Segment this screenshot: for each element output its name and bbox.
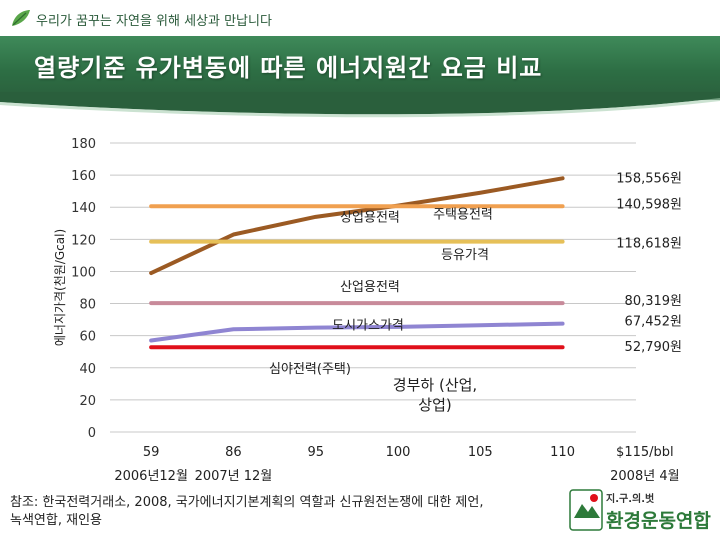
series-name-label: 상업용전력	[340, 211, 400, 226]
y-tick-label: 40	[79, 362, 96, 377]
x-tick-label: 110	[550, 445, 575, 460]
series-name-label: 등유가격	[441, 248, 489, 263]
series-name-label: 산업용전력	[340, 280, 400, 295]
source-line-2: 녹색연합, 재인용	[10, 513, 102, 528]
x-tick-label: $115/bbl	[616, 445, 674, 460]
tagline: 우리가 꿈꾸는 자연을 위해 세상과 만납니다	[36, 14, 272, 29]
source-line-1: 참조: 한국전력거래소, 2008, 국가에너지기본계획의 역할과 신규원전논쟁…	[10, 495, 484, 510]
y-tick-label: 80	[79, 298, 96, 313]
logo-top-text: 지.구.의.벗	[606, 494, 655, 505]
series-end-label: 158,556원	[616, 171, 682, 186]
x-tick-label: 105	[468, 445, 493, 460]
y-tick-label: 180	[71, 137, 96, 152]
title-banner	[0, 36, 720, 100]
org-logo: 지.구.의.벗 환경운동연합	[568, 484, 714, 534]
logo-main-text: 환경운동연합	[606, 510, 711, 532]
y-tick-label: 60	[79, 330, 96, 345]
logo-emblem-icon	[569, 489, 603, 531]
x-tick-label: 100	[386, 445, 411, 460]
y-tick-label: 160	[71, 169, 96, 184]
x-sub-label: 2007년 12월	[195, 469, 273, 484]
series-name-label: 심야전력(주택)	[269, 362, 351, 377]
series-line	[149, 321, 565, 343]
series-name-label: 도시가스가격	[332, 318, 404, 333]
page-title: 열량기준 유가변동에 따른 에너지원간 요금 비교	[34, 54, 543, 82]
x-tick-label: 59	[143, 445, 160, 460]
x-sub-label: 2006년12월	[114, 469, 188, 484]
annotation-line-2: 상업)	[418, 396, 451, 414]
axis-layer: 0 20 40 60 80 100 120 140 160 180 에너지가격(천원/Gcal) 59…	[52, 137, 680, 484]
series-end-label: 118,618원	[616, 237, 682, 252]
series-line	[149, 176, 565, 276]
leaf-icon	[12, 10, 30, 26]
series-end-label: 67,452원	[625, 315, 682, 330]
annotation-line-1: 경부하 (산업,	[393, 376, 477, 394]
y-tick-label: 0	[88, 426, 96, 441]
y-tick-label: 20	[79, 394, 96, 409]
top-bar: 우리가 꿈꾸는 자연을 위해 세상과 만납니다	[0, 0, 720, 36]
y-tick-label: 140	[71, 201, 96, 216]
y-tick-label: 100	[71, 265, 96, 280]
x-sub-label: 2008년 4월	[610, 469, 679, 484]
x-tick-label: 86	[225, 445, 242, 460]
series-end-label: 80,319원	[625, 294, 682, 309]
series-end-label: 52,790원	[625, 340, 682, 355]
series-end-label: 140,598원	[616, 197, 682, 212]
y-axis-label: 에너지가격(천원/Gcal)	[52, 229, 67, 346]
banner-swoosh	[0, 92, 720, 118]
x-tick-label: 95	[307, 445, 324, 460]
y-tick-label: 120	[71, 233, 96, 248]
series-name-label: 주택용전력	[433, 207, 493, 222]
series-layer	[149, 176, 565, 350]
source-note: 참조: 한국전력거래소, 2008, 국가에너지기본계획의 역할과 신규원전논쟁…	[10, 494, 570, 530]
